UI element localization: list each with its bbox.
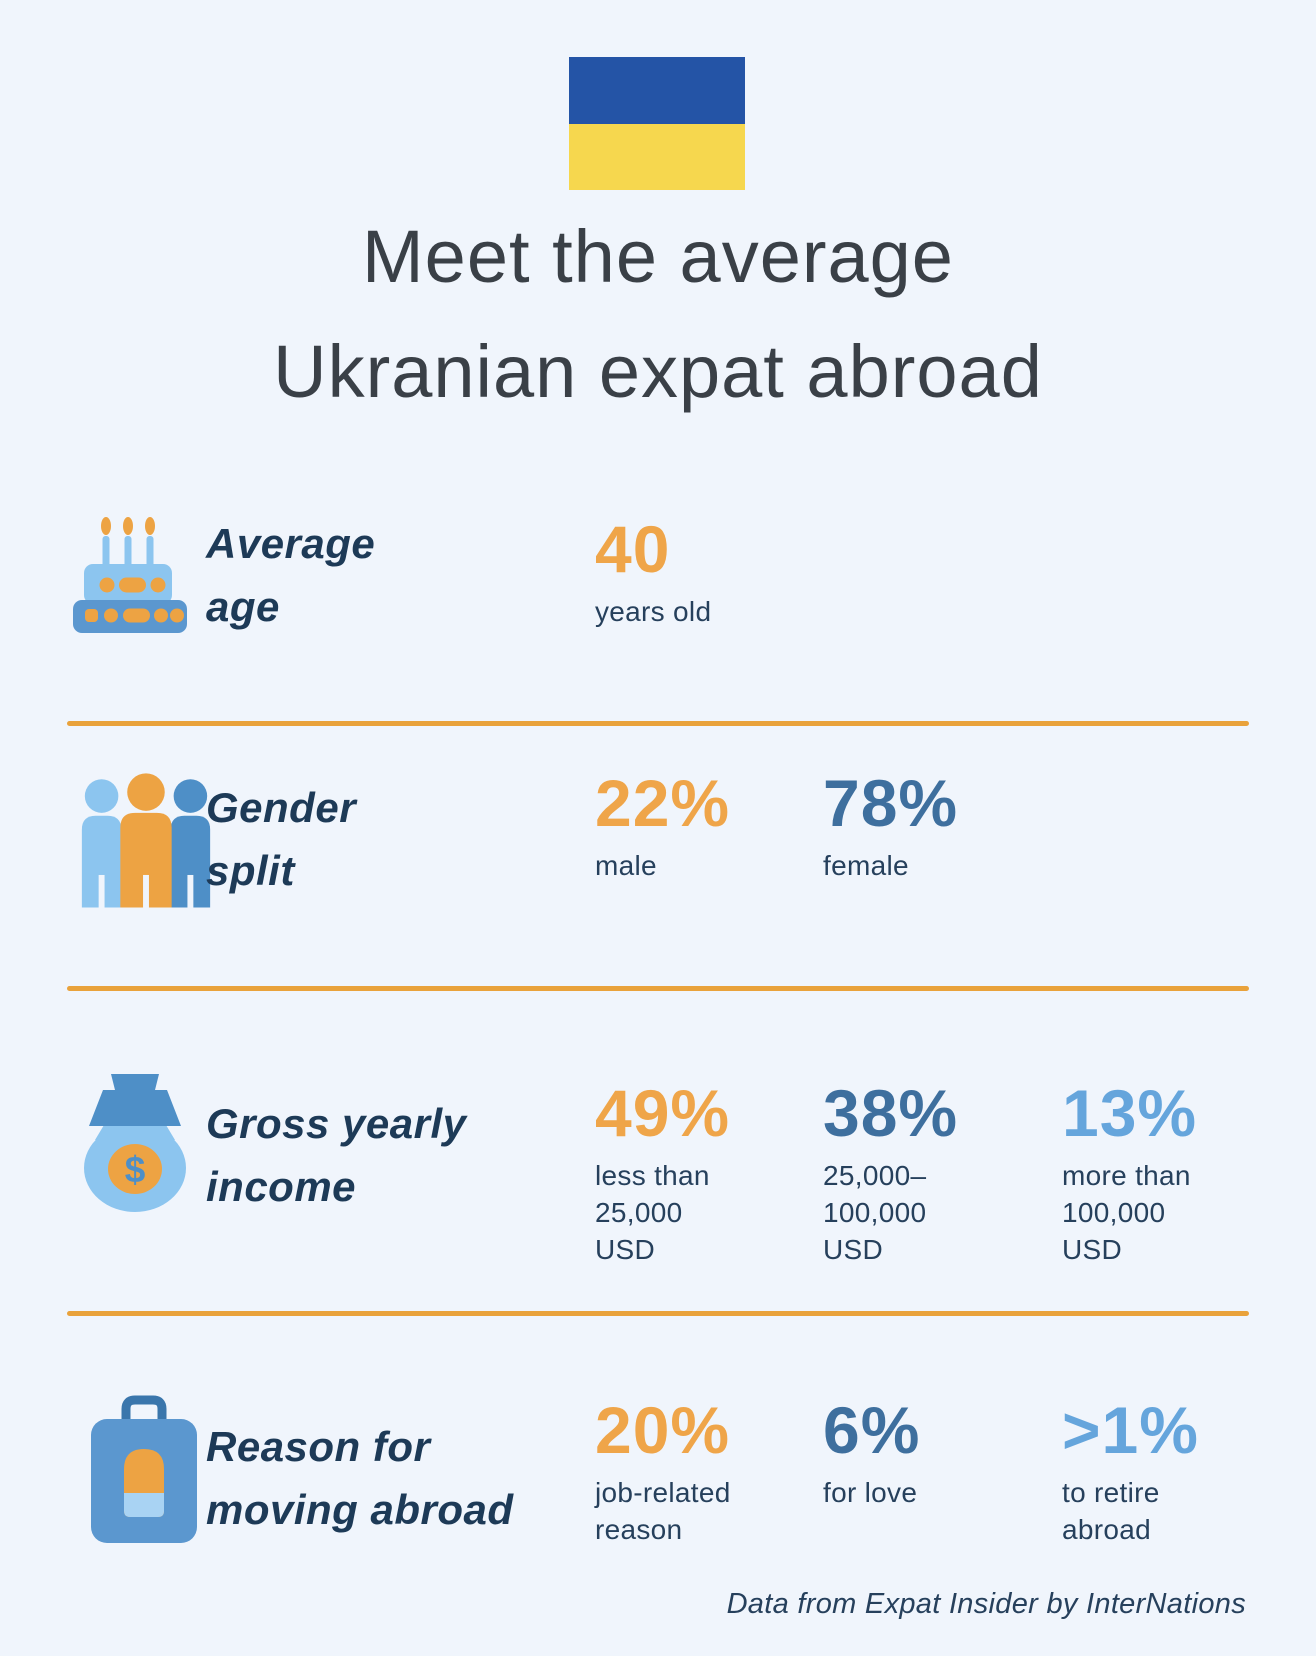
stat-value: 20% <box>595 1393 731 1467</box>
section-gender-split: Gender split 22% male 78% female <box>0 762 1316 912</box>
stat-label: less than 25,000 USD <box>595 1160 710 1265</box>
title-line-1: Meet the average <box>362 215 954 298</box>
stat-value: 40 <box>595 512 671 586</box>
stat-male: 22% male <box>595 770 820 885</box>
svg-text:$: $ <box>125 1149 146 1190</box>
ukraine-flag-icon <box>569 57 745 190</box>
data-source-credit: Data from Expat Insider by InterNations <box>726 1588 1246 1620</box>
stat-average-age: 40 years old <box>595 516 820 631</box>
suitcase-icon <box>88 1393 200 1545</box>
stat-retire-abroad: >1% to retire abroad <box>1062 1397 1287 1549</box>
title-line-2: Ukranian expat abroad <box>273 329 1043 413</box>
gender-people-icon <box>72 764 220 908</box>
section-average-age: Average age 40 years old <box>0 500 1316 640</box>
stat-value: 78% <box>823 766 959 840</box>
section-reason-for-moving-abroad: Reason for moving abroad 20% job-related… <box>0 1385 1316 1550</box>
stat-value: 38% <box>823 1076 959 1150</box>
stat-value: 6% <box>823 1393 921 1467</box>
stat-label: for love <box>823 1477 918 1508</box>
stat-for-love: 6% for love <box>823 1397 1048 1512</box>
flag-yellow-stripe <box>569 123 745 190</box>
stat-income-high: 13% more than 100,000 USD <box>1062 1080 1287 1269</box>
stat-female: 78% female <box>823 770 1048 885</box>
section-label-gender-split: Gender split <box>206 784 357 894</box>
stat-label: more than 100,000 USD <box>1062 1160 1191 1265</box>
page-title: Meet the average Ukranian expat abroad <box>0 200 1316 429</box>
stat-label: years old <box>595 596 712 627</box>
stat-value: 13% <box>1062 1076 1198 1150</box>
section-divider <box>67 986 1249 991</box>
section-label-reason-for-moving-abroad: Reason for moving abroad <box>206 1423 514 1533</box>
money-bag-icon: $ <box>75 1070 195 1212</box>
section-divider <box>67 721 1249 726</box>
stat-income-low: 49% less than 25,000 USD <box>595 1080 820 1269</box>
stat-label: female <box>823 850 909 881</box>
birthday-cake-icon <box>70 508 190 633</box>
stat-value: 49% <box>595 1076 731 1150</box>
section-label-gross-yearly-income: Gross yearly income <box>206 1100 467 1210</box>
stat-label: 25,000– 100,000 USD <box>823 1160 927 1265</box>
section-gross-yearly-income: $ Gross yearly income 49% less than 25,0… <box>0 1030 1316 1265</box>
stat-value: >1% <box>1062 1393 1199 1467</box>
flag-blue-stripe <box>569 57 745 124</box>
stat-income-mid: 38% 25,000– 100,000 USD <box>823 1080 1048 1269</box>
stat-value: 22% <box>595 766 731 840</box>
stat-label: male <box>595 850 657 881</box>
section-divider <box>67 1311 1249 1316</box>
stat-label: job-related reason <box>595 1477 731 1545</box>
section-label-average-age: Average age <box>206 520 376 630</box>
stat-job-related: 20% job-related reason <box>595 1397 820 1549</box>
stat-label: to retire abroad <box>1062 1477 1160 1545</box>
